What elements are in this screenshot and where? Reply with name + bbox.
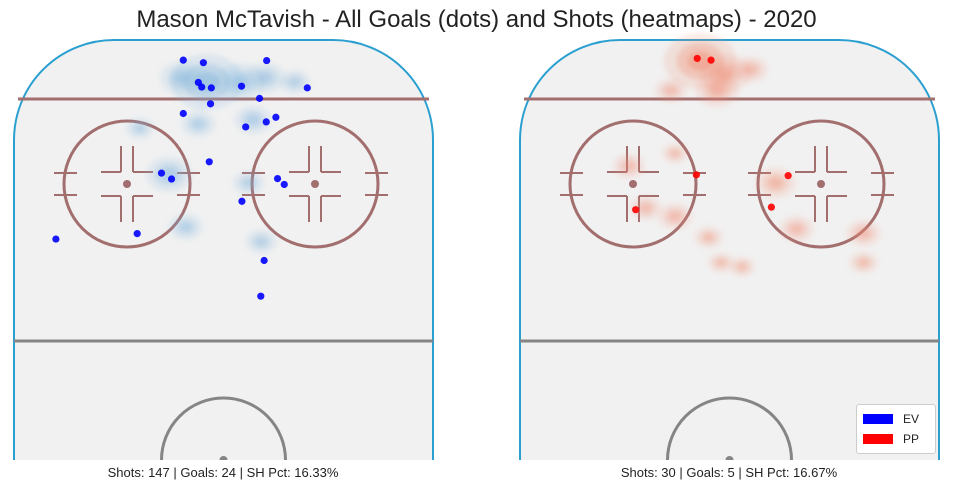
heat-contour: [623, 161, 635, 171]
heat-contour: [716, 258, 726, 267]
goal-dot: [237, 82, 246, 90]
heat-contour: [173, 71, 190, 84]
goal-dot: [133, 230, 141, 238]
goal-dot: [273, 175, 282, 183]
goal-dot: [207, 84, 215, 92]
goal-dot: [242, 123, 250, 131]
rink-panel-pp: [519, 33, 940, 461]
heat-contour: [192, 119, 205, 129]
chart-title: Mason McTavish - All Goals (dots) and Sh…: [136, 6, 817, 33]
faceoff-dot: [123, 180, 131, 188]
boards: [519, 39, 940, 460]
goal-dot: [179, 56, 187, 64]
heat-contour: [665, 85, 677, 95]
shot-heatmap: [612, 33, 882, 278]
center-circle: [666, 396, 793, 461]
center-dot: [725, 456, 734, 460]
faceoff-circle-ring: [62, 119, 192, 249]
legend-item-ev: EV: [863, 409, 929, 429]
ice-surface: [14, 40, 433, 460]
goal-dots: [52, 56, 311, 300]
goal-dot: [257, 292, 265, 300]
heat-contour: [768, 177, 783, 189]
heat-contour: [639, 203, 652, 213]
goal-dot: [52, 235, 60, 243]
heat-contour: [670, 149, 680, 158]
goal-dot: [784, 172, 792, 180]
goal-dot: [199, 59, 207, 67]
legend-label-pp: PP: [903, 432, 920, 446]
goal-dot: [198, 83, 206, 91]
goal-dot: [693, 54, 701, 63]
heat-contour: [858, 258, 869, 267]
legend-swatch-ev: [863, 414, 893, 424]
heat-contour: [737, 263, 747, 271]
heat-contour: [179, 222, 193, 232]
heat-contour: [668, 211, 682, 222]
heat-contour: [246, 114, 260, 125]
goal-dot: [179, 109, 187, 118]
goal-dot: [767, 203, 776, 211]
goal-dot: [280, 180, 288, 189]
goal-dot: [167, 175, 176, 183]
rink-panel-ev: [13, 39, 434, 461]
legend: EV PP: [856, 404, 936, 454]
heat-contour: [288, 77, 301, 87]
goal-dot: [707, 56, 715, 64]
heat-contour: [790, 224, 803, 234]
caption-ev: Shots: 147 | Goals: 24 | SH Pct: 16.33%: [107, 465, 339, 480]
faceoff-dot: [817, 180, 825, 188]
goal-dot: [205, 158, 213, 166]
legend-swatch-pp: [863, 434, 893, 444]
heat-contour: [744, 64, 757, 75]
center-circle: [160, 396, 287, 461]
heat-contour: [709, 84, 725, 97]
goal-dot: [255, 94, 264, 102]
goal-dot: [272, 113, 280, 121]
heat-contour: [857, 228, 870, 238]
goal-dots: [632, 54, 792, 214]
boards: [13, 39, 434, 460]
goal-dot: [303, 84, 311, 92]
heat-contour: [255, 237, 267, 247]
ice-surface: [520, 40, 939, 460]
caption-pp: Shots: 30 | Goals: 5 | SH Pct: 16.67%: [620, 465, 838, 480]
legend-label-ev: EV: [903, 412, 920, 426]
faceoff-circle-ring: [568, 119, 698, 249]
goal-dot: [260, 256, 268, 265]
heat-contour: [242, 178, 255, 188]
heat-contour: [258, 72, 273, 84]
legend-item-pp: PP: [863, 429, 929, 449]
heat-contour: [703, 233, 714, 242]
goal-dot: [238, 197, 246, 205]
goal-dot: [692, 171, 700, 179]
goal-dot: [157, 169, 166, 177]
goal-dot: [263, 56, 271, 65]
faceoff-dot: [629, 180, 637, 188]
faceoff-dot: [311, 180, 319, 188]
heat-contour: [134, 124, 145, 133]
goal-dot: [632, 206, 640, 214]
goal-dot: [206, 100, 215, 108]
goal-dot: [262, 118, 270, 126]
center-dot: [219, 456, 228, 460]
